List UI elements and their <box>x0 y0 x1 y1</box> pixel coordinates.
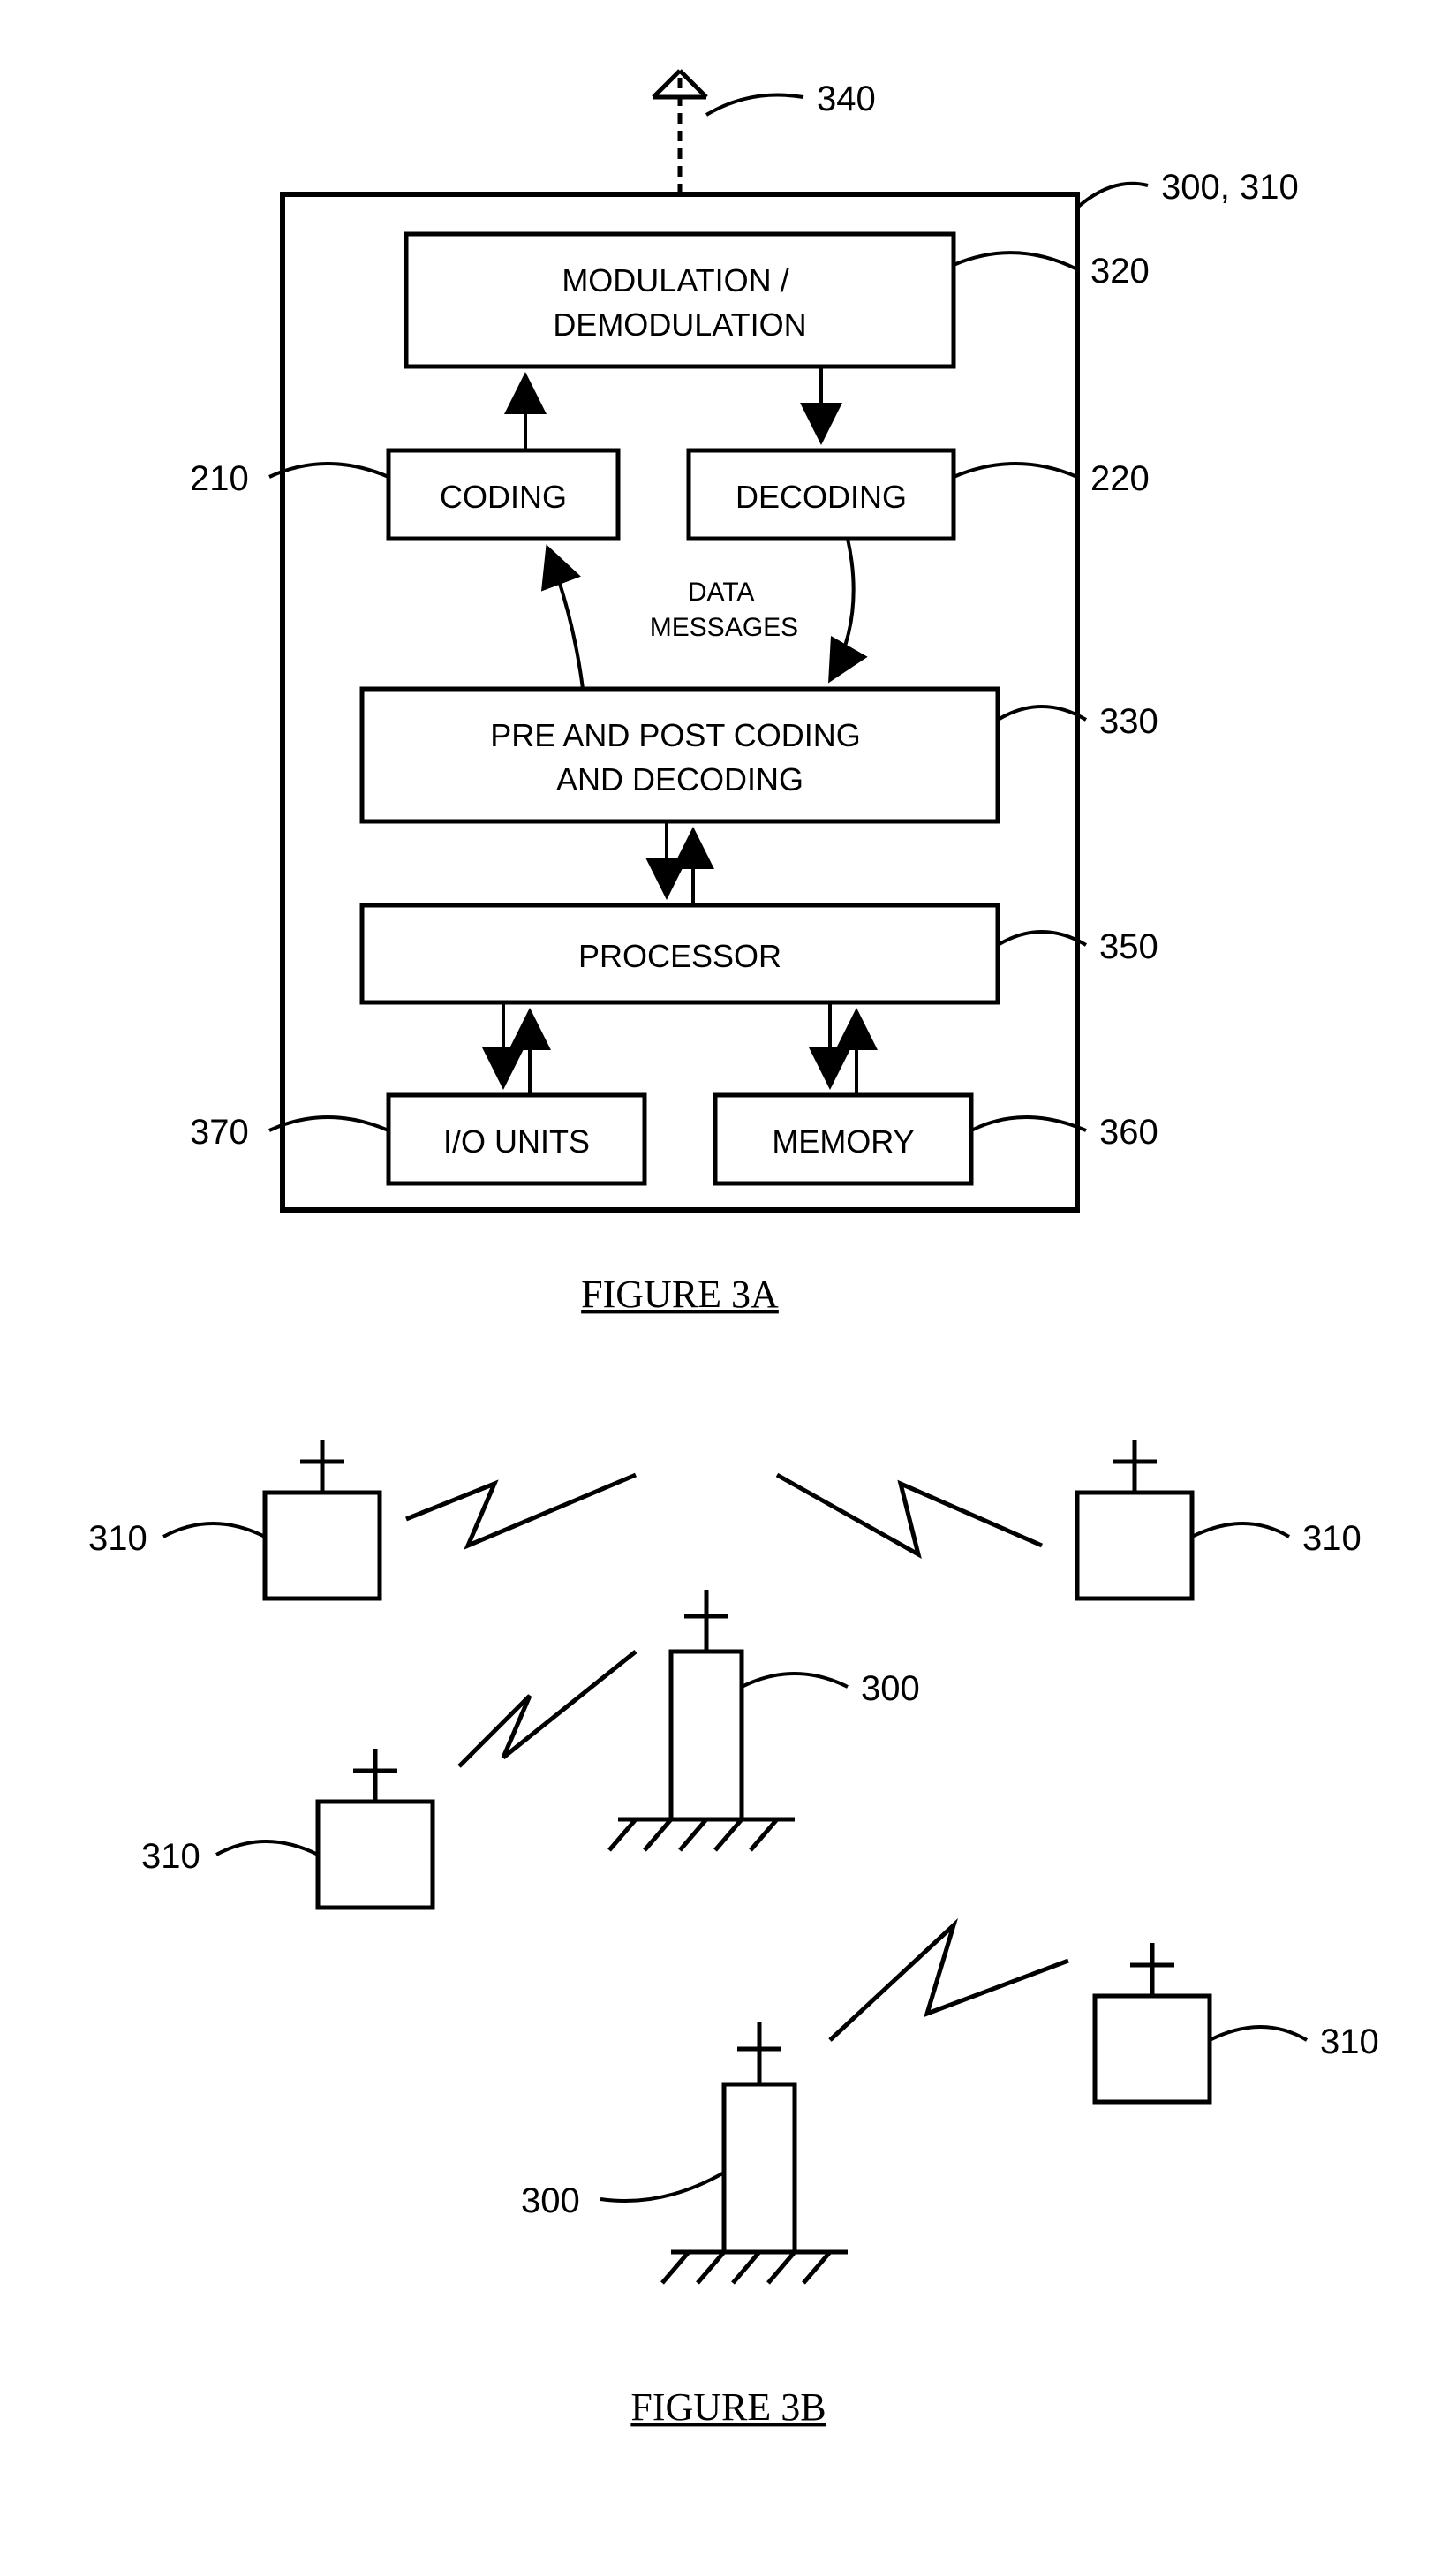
decoding-ref-label: 220 <box>1090 459 1150 498</box>
mobile-unit-icon <box>1095 1943 1210 2102</box>
figure-3b-caption: FIGURE 3B <box>630 2385 826 2429</box>
mobile-unit-icon <box>1077 1440 1192 1599</box>
mobile-ref-label: 310 <box>141 1837 200 1876</box>
mobile-leader <box>163 1523 265 1537</box>
mobile-leader <box>1210 2027 1307 2040</box>
figure-3a: 340 300, 310 MODULATION / DEMODULATION 3… <box>35 35 1421 1360</box>
radio-link-icon <box>459 1652 636 1766</box>
memory-ref-label: 360 <box>1099 1113 1158 1152</box>
base-leader <box>742 1674 848 1687</box>
processor-ref-label: 350 <box>1099 927 1158 966</box>
decoding-label: DECODING <box>736 479 907 515</box>
modem-ref-label: 320 <box>1090 252 1150 291</box>
io-label: I/O UNITS <box>443 1123 590 1160</box>
base-station-icon <box>662 2022 848 2283</box>
radio-link-icon <box>406 1475 636 1546</box>
processor-label: PROCESSOR <box>578 938 781 974</box>
mobile-leader <box>216 1841 318 1855</box>
prepost-ref-label: 330 <box>1099 702 1158 741</box>
antenna-leader <box>706 95 803 116</box>
base-ref-label: 300 <box>861 1669 920 1708</box>
figure-3a-caption: FIGURE 3A <box>581 1273 779 1316</box>
outer-ref-label: 300, 310 <box>1161 168 1299 207</box>
modem-block <box>406 234 954 367</box>
io-ref-label: 370 <box>190 1113 249 1152</box>
figure-3b: 310 310 310 310 300 <box>35 1360 1421 2508</box>
mobile-ref-label: 310 <box>88 1519 147 1558</box>
mobile-ref-label: 310 <box>1302 1519 1362 1558</box>
outer-leader <box>1077 184 1148 208</box>
antenna-ref-label: 340 <box>817 79 876 118</box>
radio-link-icon <box>777 1475 1042 1554</box>
mobile-unit-icon <box>318 1749 433 1908</box>
base-station-icon <box>609 1590 795 1850</box>
coding-ref-label: 210 <box>190 459 249 498</box>
radio-link-icon <box>830 1925 1068 2040</box>
mobile-ref-label: 310 <box>1320 2022 1379 2061</box>
base-leader <box>600 2173 724 2201</box>
antenna-icon <box>653 71 706 194</box>
prepost-block <box>362 689 998 821</box>
memory-label: MEMORY <box>772 1123 914 1160</box>
base-ref-label: 300 <box>521 2181 580 2220</box>
mobile-unit-icon <box>265 1440 380 1599</box>
page: 340 300, 310 MODULATION / DEMODULATION 3… <box>35 35 1421 2508</box>
mobile-leader <box>1192 1523 1289 1537</box>
coding-label: CODING <box>440 479 567 515</box>
